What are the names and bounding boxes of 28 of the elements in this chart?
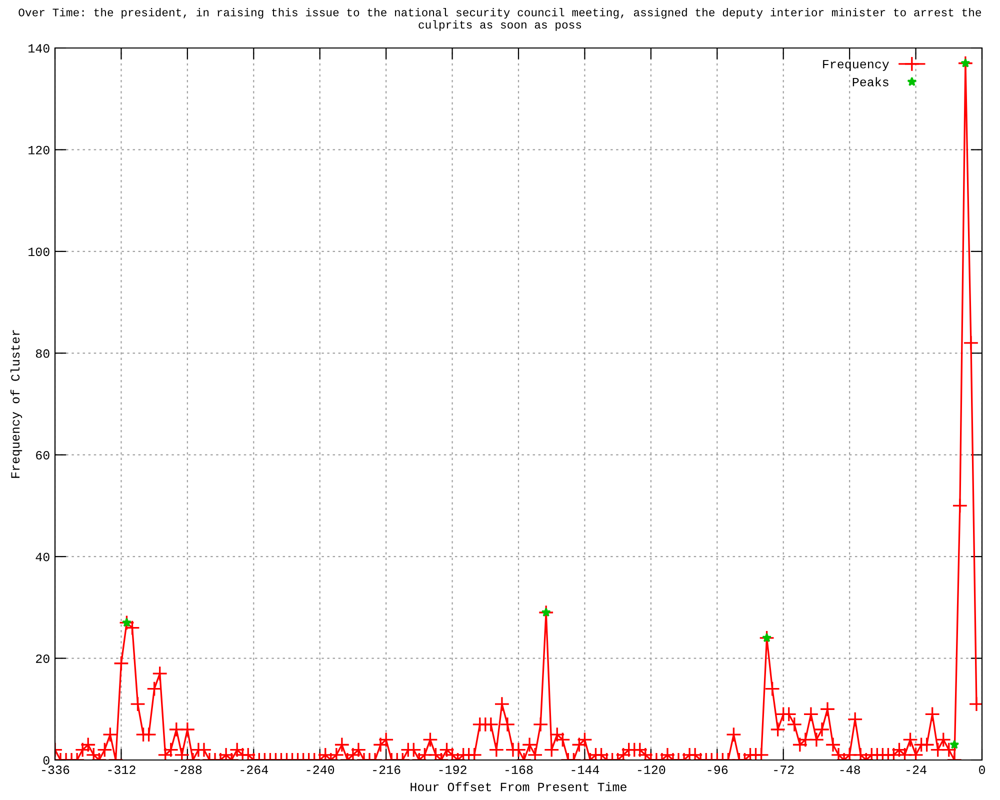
- x-tick-label: -312: [108, 766, 136, 774]
- x-tick-label: -120: [638, 766, 666, 774]
- y-tick-label: 20: [36, 654, 50, 663]
- x-tick-label: -48: [840, 766, 860, 774]
- y-tick-label: 40: [36, 552, 50, 562]
- x-tick-label: -288: [174, 766, 202, 774]
- x-tick-label: -240: [306, 766, 334, 774]
- x-tick-label: -96: [708, 766, 728, 774]
- x-axis-title: Hour Offset From Present Time: [410, 782, 626, 792]
- legend-label: Peaks: [852, 77, 888, 86]
- x-tick-label: -168: [506, 766, 533, 774]
- y-tick-label: 60: [36, 451, 50, 460]
- chart-title: Over Time: the president, in raising this issue to the national security council meeting, assigned the deputy interior minister to arrest the culprits as soon as poss: [18, 8, 982, 31]
- y-tick-label: 80: [36, 349, 50, 358]
- x-tick-label: -216: [373, 766, 400, 774]
- y-tick-label: 140: [28, 44, 50, 53]
- x-tick-label: -144: [572, 766, 600, 774]
- x-tick-label: -24: [906, 766, 926, 774]
- y-tick-label: 100: [28, 248, 50, 256]
- x-tick-label: -192: [439, 766, 466, 774]
- y-tick-label: 0: [43, 756, 50, 765]
- legend-label: Frequency: [823, 60, 889, 71]
- x-tick-label: -72: [774, 766, 794, 774]
- y-tick-label: 120: [28, 146, 50, 154]
- x-tick-label: 0: [979, 766, 985, 774]
- x-tick-label: -336: [42, 766, 70, 774]
- y-axis-title: Frequency of Cluster: [10, 330, 22, 478]
- x-tick-label: -264: [240, 766, 268, 774]
